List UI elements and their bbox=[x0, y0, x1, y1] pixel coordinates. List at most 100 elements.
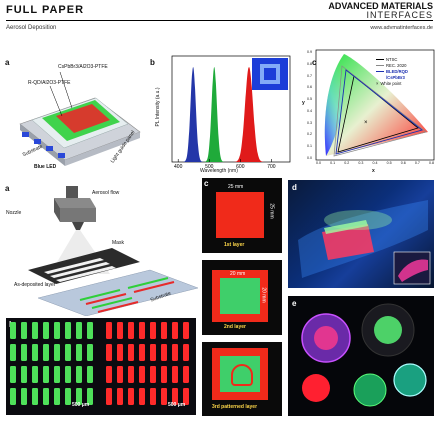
dim-height-2: 20 mm bbox=[260, 287, 267, 303]
label-blue-led: Blue LED bbox=[34, 164, 57, 170]
y-axis-label: PL Intensity (a.u.) bbox=[155, 87, 161, 127]
spectrum-peak-2 bbox=[230, 67, 268, 162]
micro-pixel bbox=[10, 366, 16, 383]
label-as-deposited: As-deposited layer bbox=[14, 282, 56, 288]
panel-c-layer-photos: c 25 mm 25 mm 1st layer 20 mm 20 mm 2nd … bbox=[200, 178, 284, 416]
panel-b-pl-spectrum: b 400 500 600 700 PL Intensity (a.u.) Wavel… bbox=[150, 36, 295, 176]
micro-pixel bbox=[172, 344, 178, 361]
photo-second-layer: 20 mm 20 mm 2nd layer bbox=[202, 260, 282, 335]
micro-pixel bbox=[10, 322, 16, 339]
cie-x-ticks: 0.0 0.1 0.2 0.3 0.4 0.5 0.6 0.7 0.8 bbox=[316, 161, 434, 165]
micro-pixel bbox=[32, 344, 38, 361]
label-aerosol-flow: Aerosol flow bbox=[92, 190, 120, 196]
micro-pixel bbox=[54, 388, 60, 405]
panel-label: c bbox=[204, 179, 209, 188]
micro-pixel bbox=[54, 344, 60, 361]
micro-pixel bbox=[106, 344, 112, 361]
micro-pixel bbox=[43, 366, 49, 383]
micro-pixel bbox=[21, 322, 27, 339]
micro-pixel bbox=[43, 344, 49, 361]
x-axis-label: Wavelength (nm) bbox=[200, 168, 238, 174]
micro-pixel bbox=[150, 344, 156, 361]
label-cspbbr3-layer: CsPbBr3/Al2O3-PTFE bbox=[58, 64, 108, 70]
green-square bbox=[220, 278, 260, 314]
scale-bar-left: 500 μm bbox=[72, 402, 90, 408]
micro-pixel bbox=[87, 388, 93, 405]
micro-pixel bbox=[65, 322, 71, 339]
label-second-layer: 2nd layer bbox=[224, 324, 246, 330]
panel-label: b bbox=[150, 58, 155, 67]
photo-third-layer: 3rd patterned layer bbox=[202, 342, 282, 416]
micro-pixel bbox=[128, 322, 134, 339]
micro-pixel bbox=[106, 388, 112, 405]
micro-pixel bbox=[32, 366, 38, 383]
x-tick-label-3: 700 bbox=[267, 164, 276, 170]
panel-label: e bbox=[292, 299, 297, 308]
micro-pixel bbox=[10, 388, 16, 405]
label-first-layer: 1st layer bbox=[224, 242, 245, 248]
section-label: Aerosol Deposition bbox=[6, 25, 57, 31]
micro-pixel bbox=[183, 322, 189, 339]
circular-samples-drawing bbox=[301, 303, 427, 407]
micro-pixel bbox=[161, 322, 167, 339]
micro-pixel bbox=[106, 322, 112, 339]
micro-pixel bbox=[128, 366, 134, 383]
pl-spectrum-chart: 400 500 600 700 bbox=[171, 55, 291, 170]
page-header-title: FULL PAPER bbox=[6, 4, 85, 16]
x-tick-label-0: 400 bbox=[174, 164, 183, 170]
aerosol-drawing bbox=[28, 186, 199, 316]
spectrum-peak-0 bbox=[180, 67, 206, 162]
micro-pixel bbox=[117, 322, 123, 339]
panel-c-cie-diagram: c × NTSC REC. 2020 BLED/RQD /CsPbBr3 × Wh… bbox=[298, 36, 437, 176]
micro-pixel bbox=[139, 388, 145, 405]
micro-pixel bbox=[54, 366, 60, 383]
micro-pixel bbox=[183, 344, 189, 361]
micro-pixel bbox=[128, 388, 134, 405]
cie-x-label: x bbox=[372, 168, 375, 174]
micro-pixel bbox=[32, 322, 38, 339]
rec2020-triangle bbox=[333, 65, 427, 157]
legend-rec2020: REC. 2020 bbox=[376, 63, 408, 69]
micro-pixel bbox=[183, 388, 189, 405]
red-square bbox=[216, 192, 264, 238]
cie-frame bbox=[315, 49, 435, 161]
micro-pixel bbox=[183, 366, 189, 383]
panel-label: d bbox=[292, 183, 297, 192]
micro-pixel bbox=[87, 344, 93, 361]
cie-legend: NTSC REC. 2020 BLED/RQD /CsPbBr3 × White … bbox=[376, 57, 408, 87]
micrograph-grid bbox=[10, 322, 189, 405]
micro-pixel bbox=[76, 344, 82, 361]
panel-b-micrographs: b 500 μm 500 μm bbox=[6, 318, 196, 415]
micro-pixel bbox=[117, 366, 123, 383]
micro-pixel bbox=[139, 366, 145, 383]
micro-pixel bbox=[172, 388, 178, 405]
legend-bled: BLED/RQD bbox=[376, 69, 408, 75]
micro-pixel bbox=[21, 344, 27, 361]
micro-pixel bbox=[10, 344, 16, 361]
micro-pixel bbox=[150, 366, 156, 383]
dim-width-1: 25 mm bbox=[228, 184, 244, 190]
cie-y-ticks: 0.0 0.1 0.2 0.3 0.4 0.5 0.6 0.7 0.8 0.9 bbox=[307, 50, 312, 160]
micro-pixel bbox=[76, 322, 82, 339]
label-rqd-layer: R-QD/Al2O3-PTFE bbox=[28, 80, 71, 86]
micro-pixel bbox=[21, 366, 27, 383]
micro-pixel bbox=[65, 344, 71, 361]
panel-e-circular-samples: e bbox=[288, 296, 434, 416]
micro-pixel bbox=[150, 322, 156, 339]
micro-pixel bbox=[65, 388, 71, 405]
micro-pixel bbox=[54, 322, 60, 339]
micro-pixel bbox=[161, 388, 167, 405]
micro-pixel bbox=[139, 344, 145, 361]
header-divider bbox=[6, 20, 433, 21]
x-tick-label-1: 500 bbox=[205, 164, 214, 170]
label-third-layer: 3rd patterned layer bbox=[212, 404, 258, 410]
micro-pixel bbox=[87, 366, 93, 383]
patterned-logo bbox=[231, 364, 253, 386]
micro-pixel bbox=[150, 388, 156, 405]
legend-cspbbr3: /CsPbBr3 bbox=[386, 75, 405, 80]
micro-pixel bbox=[32, 388, 38, 405]
micro-pixel bbox=[161, 366, 167, 383]
journal-logo-line2: INTERFACES bbox=[366, 10, 433, 20]
photo-first-layer: c 25 mm 25 mm 1st layer bbox=[202, 178, 282, 253]
cie-chart: × bbox=[315, 49, 435, 161]
